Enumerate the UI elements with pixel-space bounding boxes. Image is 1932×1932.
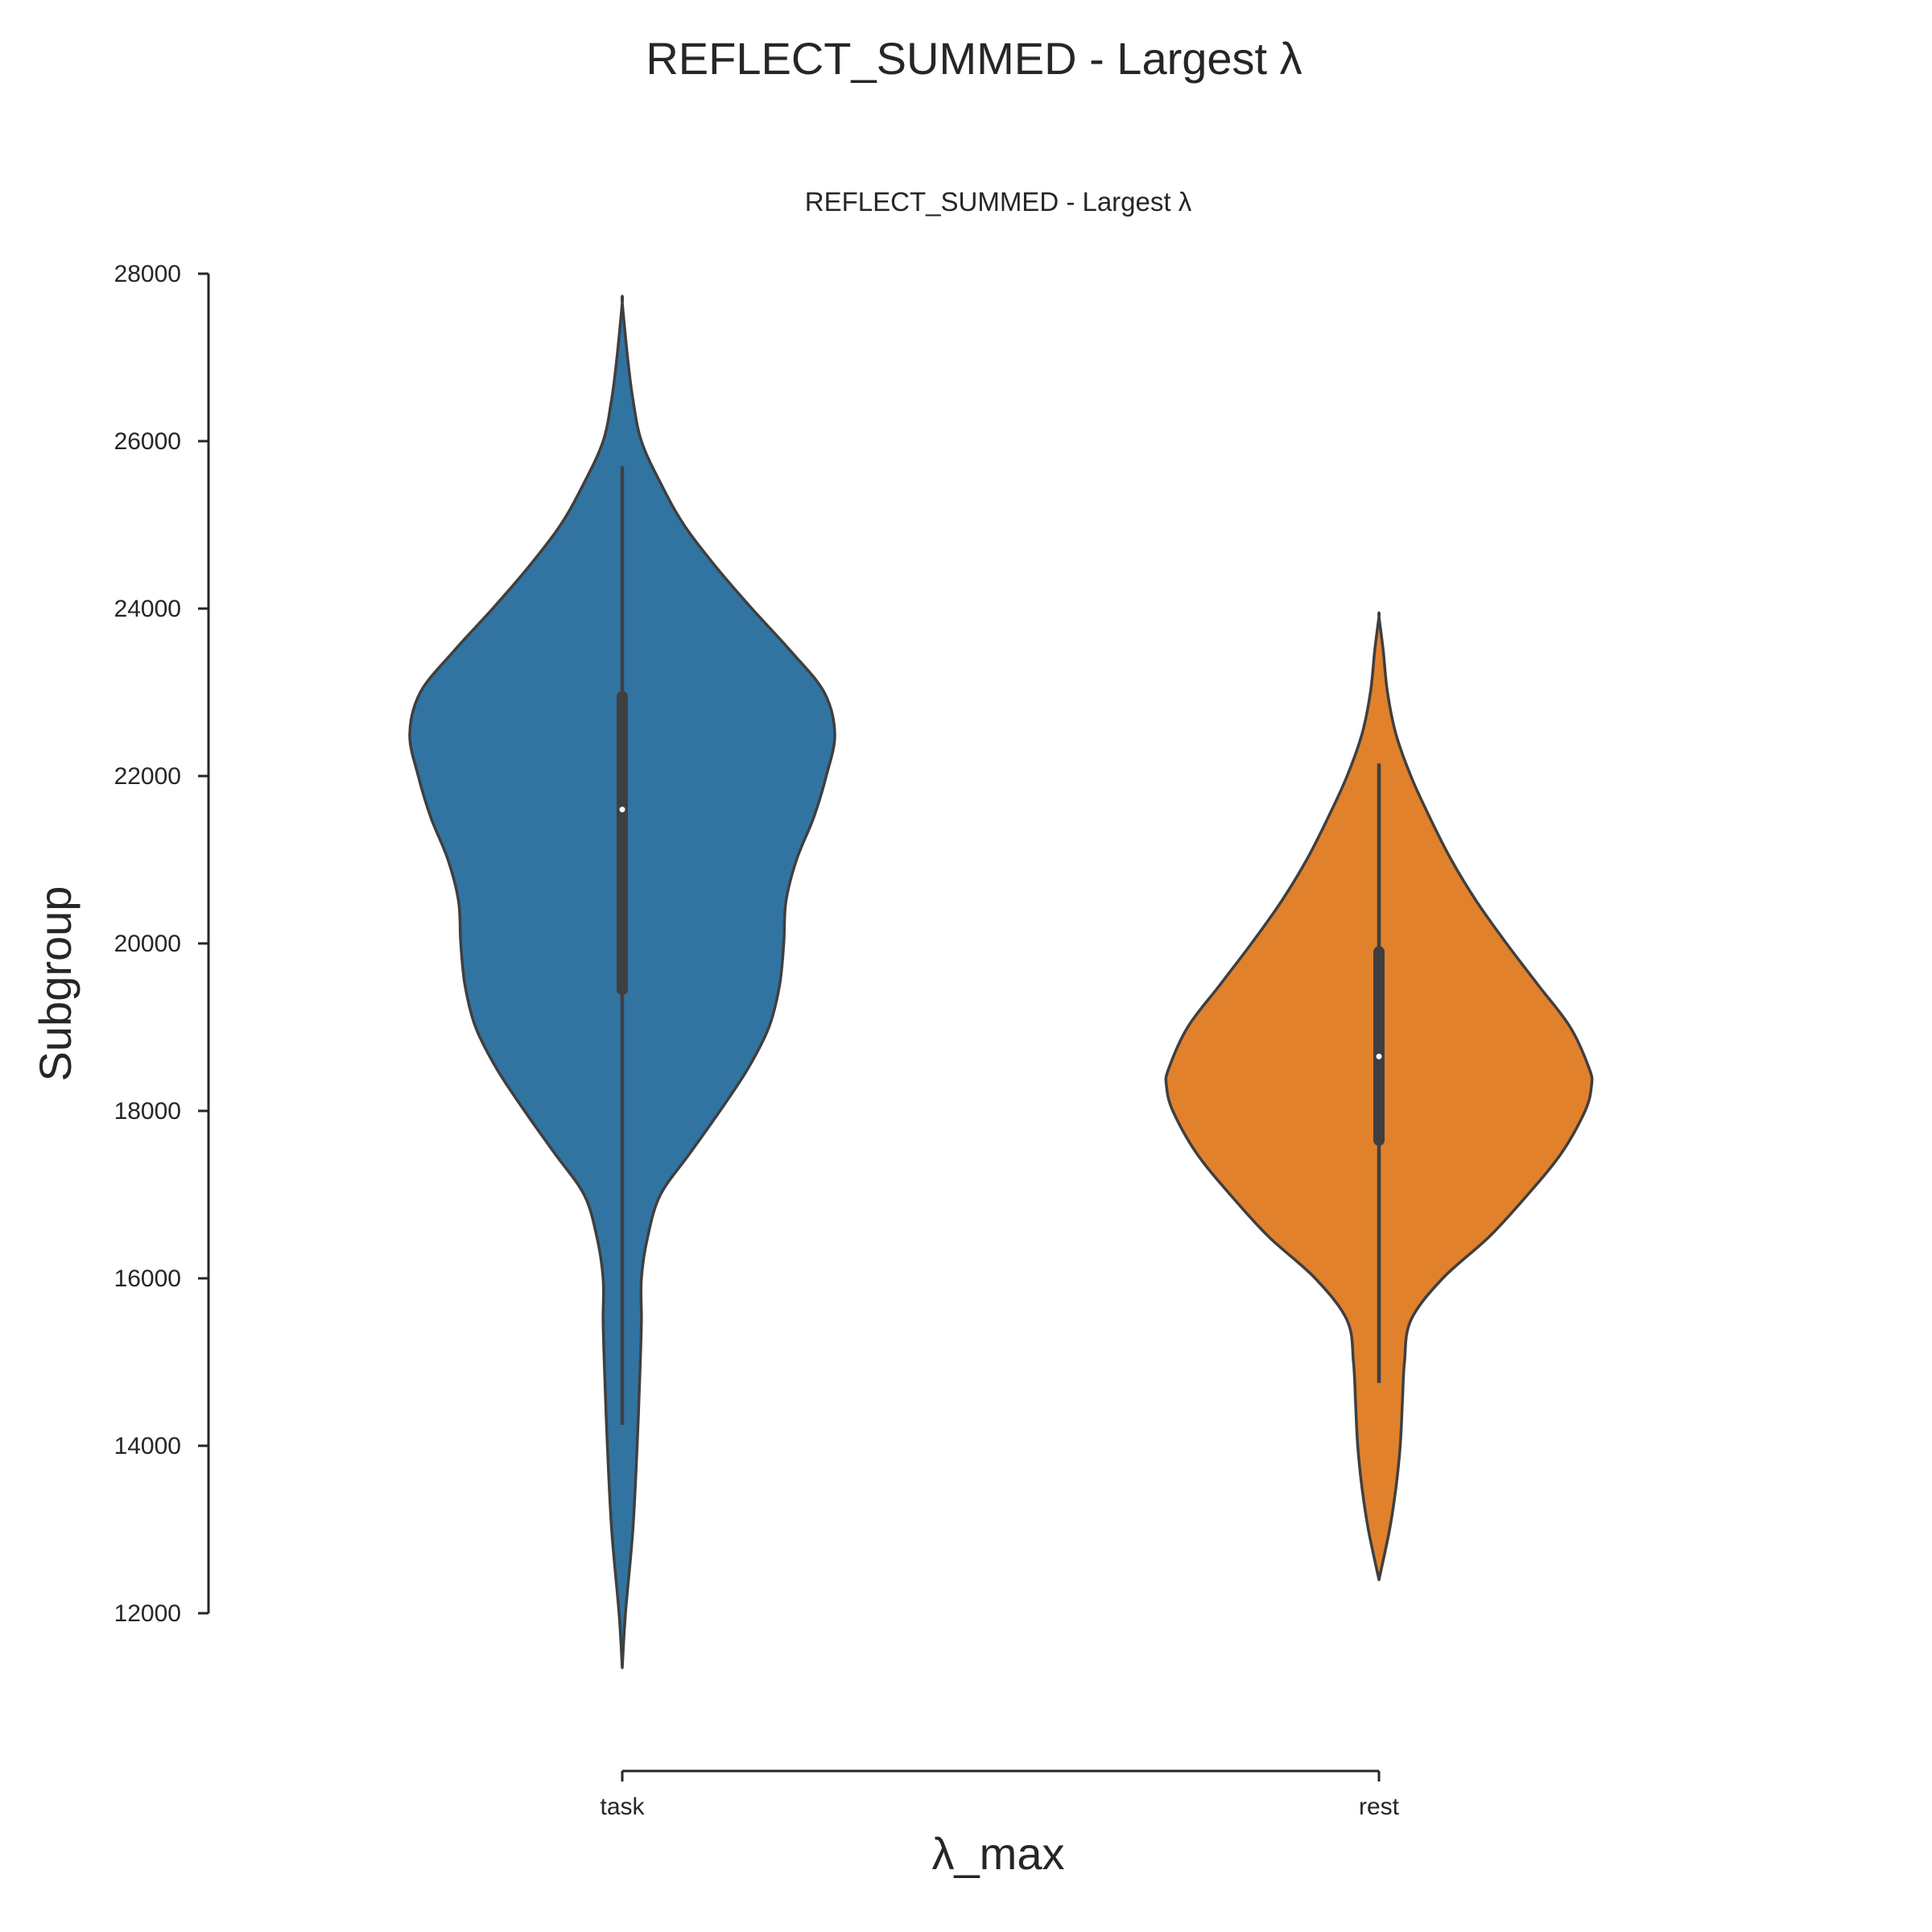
y-tick-label: 12000 bbox=[114, 1600, 181, 1627]
axes-title: REFLECT_SUMMED - Largest λ bbox=[805, 187, 1192, 217]
violin-median-task bbox=[619, 807, 625, 813]
y-tick-label: 16000 bbox=[114, 1265, 181, 1292]
y-axis: 12000 14000 16000 18000 20000 22000 24000 26000… bbox=[114, 261, 210, 1627]
x-axis: task rest bbox=[600, 1769, 1400, 1820]
y-tick-label: 26000 bbox=[114, 428, 181, 455]
y-axis-label: Subgroup bbox=[30, 886, 80, 1082]
y-tick-label: 24000 bbox=[114, 596, 181, 622]
y-tick-label: 28000 bbox=[114, 261, 181, 287]
x-tick-label: task bbox=[600, 1794, 645, 1820]
y-tick-label: 20000 bbox=[114, 931, 181, 957]
y-tick-label: 14000 bbox=[114, 1433, 181, 1459]
y-tick-label: 22000 bbox=[114, 763, 181, 790]
x-tick-label: rest bbox=[1359, 1794, 1400, 1820]
figure-suptitle: REFLECT_SUMMED - Largest λ bbox=[646, 33, 1302, 84]
y-tick-label: 18000 bbox=[114, 1098, 181, 1125]
x-axis-label: λ_max bbox=[932, 1828, 1065, 1879]
plot-area bbox=[408, 295, 1594, 1670]
violin-median-rest bbox=[1376, 1053, 1382, 1059]
